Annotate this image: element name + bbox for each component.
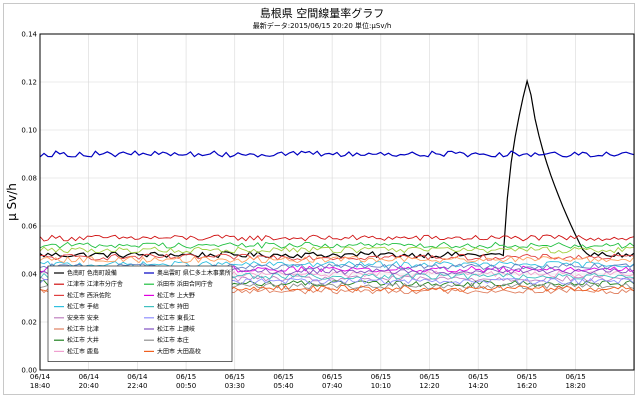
y-axis-label: μ Sv/h [5,183,19,221]
x-tick-date: 06/15 [176,373,196,381]
x-tick-date: 06/15 [565,373,585,381]
x-tick-time: 18:40 [30,382,50,390]
legend-entry: 松江市 鹿島 [67,347,99,355]
x-tick-date: 06/15 [419,373,439,381]
y-tick-label: 0.04 [21,271,37,279]
y-tick-label: 0.06 [21,223,37,231]
legend-entry: 大田市 大田高校 [157,347,201,355]
legend-entry: 松江市 上大野 [157,291,195,299]
legend-entry: 松江市 持田 [157,303,189,311]
x-tick-time: 03:30 [225,382,245,390]
x-tick-date: 06/15 [322,373,342,381]
x-tick-date: 06/15 [517,373,537,381]
x-tick-date: 06/15 [273,373,293,381]
series-lines [39,78,635,295]
x-tick-time: 14:20 [468,382,488,390]
x-tick-time: 10:10 [371,382,391,390]
series-line [39,246,635,254]
legend-entry: 安来市 安来 [67,314,99,322]
y-tick-label: 0.12 [21,79,37,87]
legend-entry: 色南町 色南町設備 [67,269,117,277]
legend-entry: 松江市 上讃岐 [157,325,195,333]
legend-entry: 奥出雲町 県仁多土木事業所 [157,269,231,277]
grid-lines [39,33,634,371]
y-tick-label: 0.02 [21,319,37,327]
x-tick-date: 06/14 [30,373,51,381]
x-tick-date: 06/14 [127,373,148,381]
legend-entry: 松江市 東長江 [157,314,195,322]
legend-entry: 松江市 比津 [67,325,99,333]
radiation-line-chart: 島根県 空間線量率グラフ 最新データ:2015/06/15 20:20 単位:μ… [5,6,635,390]
legend-entry: 松江市 本庄 [157,336,189,344]
x-tick-date: 06/15 [371,373,391,381]
y-axis-ticks: 0.00 0.02 0.04 0.06 0.08 0.10 0.12 0.14 [21,31,37,375]
chart-frame: 島根県 空間線量率グラフ 最新データ:2015/06/15 20:20 単位:μ… [3,3,635,395]
x-tick-date: 06/15 [468,373,488,381]
y-tick-label: 0.08 [21,175,37,183]
series-line [39,78,635,259]
x-tick-time: 07:40 [322,382,342,390]
series-line [39,263,635,271]
x-tick-time: 18:20 [565,382,585,390]
x-tick-date: 06/14 [79,373,100,381]
legend-entry: 松江市 大井 [67,336,99,344]
legend-entry: 江津市 江津市分庁舎 [67,280,123,288]
series-line [39,253,635,261]
series-line [39,150,635,158]
legend-entry: 浜田市 浜田合同庁舎 [157,280,213,288]
plot-area-border [39,33,635,371]
series-line [39,256,635,264]
x-tick-time: 00:50 [176,382,196,390]
legend-entry: 松江市 西浜佐陀 [67,291,111,299]
legend-entry: 松江市 手結 [67,303,99,311]
chart-subtitle: 最新データ:2015/06/15 20:20 単位:μSv/h [253,21,392,30]
x-tick-time: 20:40 [79,382,99,390]
legend-box [47,265,233,362]
chart-title: 島根県 空間線量率グラフ [260,6,385,20]
x-axis-ticks: 06/1418:4006/1420:4006/1422:4006/1500:50… [30,373,586,390]
x-tick-time: 16:20 [517,382,537,390]
series-line [39,234,635,242]
x-tick-date: 06/15 [225,373,245,381]
x-tick-time: 22:40 [127,382,147,390]
y-tick-label: 0.00 [21,367,37,375]
x-tick-time: 05:40 [273,382,293,390]
y-tick-label: 0.14 [21,31,37,39]
x-tick-time: 12:20 [419,382,439,390]
series-line [39,241,635,249]
y-tick-label: 0.10 [21,127,37,135]
